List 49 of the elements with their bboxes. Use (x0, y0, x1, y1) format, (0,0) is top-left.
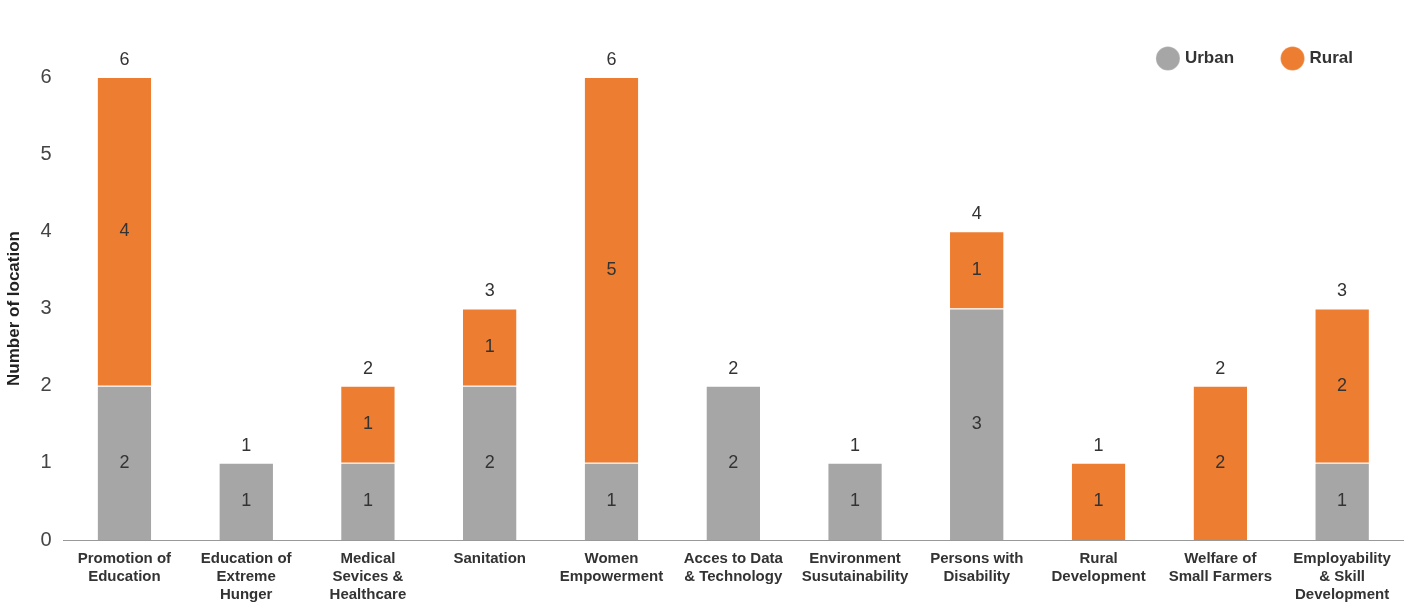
y-tick-label: 0 (40, 527, 52, 550)
data-label: 3 (971, 413, 982, 434)
x-tick-label: Rural Development (1051, 549, 1146, 585)
total-label: 3 (1337, 280, 1348, 301)
data-label: 1 (362, 490, 373, 511)
x-tick-label: Medical Sevices & Healthcare (329, 549, 407, 603)
total-label: 1 (241, 434, 252, 455)
y-tick-label: 3 (40, 296, 52, 319)
y-tick-label: 4 (40, 218, 52, 241)
y-tick-label: 1 (40, 450, 52, 473)
data-label: 1 (362, 413, 373, 434)
data-label: 1 (606, 490, 617, 511)
y-tick-label: 5 (40, 141, 52, 164)
data-label: 2 (728, 451, 739, 472)
y-tick-label: 6 (40, 64, 52, 87)
data-label: 2 (484, 451, 495, 472)
data-label: 1 (484, 336, 495, 357)
data-label: 5 (606, 258, 617, 279)
legend-label: Rural (1309, 48, 1354, 68)
x-tick-label: Employability & Skill Development (1293, 549, 1392, 603)
data-label: 4 (119, 220, 130, 241)
x-tick-label: Acces to Data & Technology (683, 549, 784, 585)
x-tick-label: Environment Susutainability (801, 549, 910, 585)
data-label: 2 (119, 451, 130, 472)
x-tick-label: Women Empowerment (559, 549, 664, 585)
total-label: 1 (1093, 434, 1104, 455)
total-label: 6 (606, 48, 617, 69)
total-label: 2 (728, 357, 739, 378)
legend-label: Urban (1184, 48, 1235, 68)
data-label: 1 (971, 258, 982, 279)
data-label: 2 (1337, 374, 1348, 395)
y-axis-title: Number of location (3, 231, 23, 386)
x-tick-label: Sanitation (453, 549, 526, 567)
x-tick-label: Education of Extreme Hunger (200, 549, 293, 603)
data-label: 2 (1215, 451, 1226, 472)
data-label: 1 (1093, 490, 1104, 511)
total-label: 1 (850, 434, 861, 455)
x-tick-label: Promotion of Education (77, 549, 173, 585)
total-label: 2 (362, 357, 373, 378)
x-tick-label: Persons with Disability (930, 549, 1024, 585)
x-tick-label: Welfare of Small Farmers (1168, 549, 1273, 585)
total-label: 6 (119, 48, 130, 69)
y-tick-label: 2 (40, 373, 52, 396)
data-label: 1 (850, 490, 861, 511)
data-label: 1 (241, 490, 252, 511)
data-label: 1 (1337, 490, 1348, 511)
total-label: 4 (971, 203, 982, 224)
total-label: 3 (484, 280, 495, 301)
total-label: 2 (1215, 357, 1226, 378)
